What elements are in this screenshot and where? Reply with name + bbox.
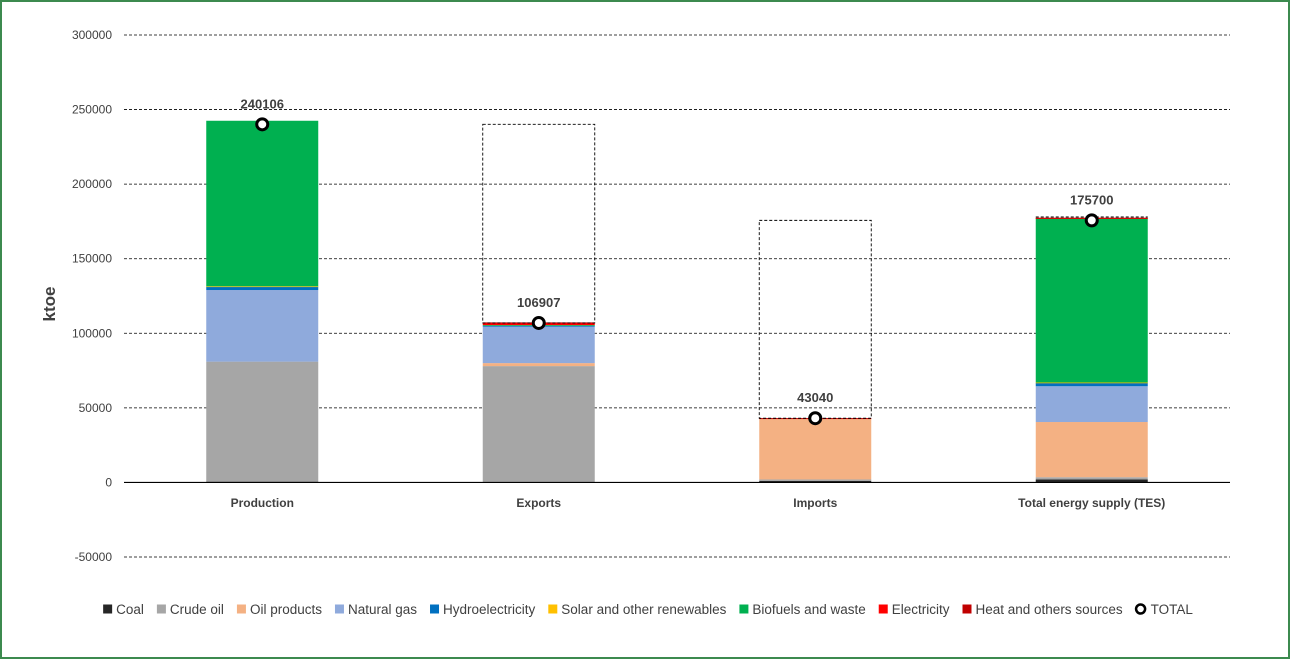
bar-segment	[1035, 218, 1148, 383]
category-label: Imports	[793, 496, 837, 510]
y-tick-label: 300000	[72, 28, 112, 42]
total-marker	[1084, 213, 1099, 228]
total-marker	[531, 315, 546, 330]
bar-segment	[1035, 477, 1148, 480]
total-label: 43040	[797, 390, 833, 405]
bar-segment	[206, 290, 319, 362]
y-tick-label: 250000	[72, 103, 112, 117]
legend-label: TOTAL	[1151, 602, 1194, 617]
bar-segment	[759, 480, 872, 483]
bars	[206, 120, 1148, 483]
legend-swatch	[548, 604, 558, 614]
legend-swatch	[334, 604, 344, 614]
total-label: 175700	[1070, 192, 1113, 207]
legend-swatch	[739, 604, 749, 614]
dashed-outline	[758, 219, 872, 419]
bar-segment	[1035, 382, 1148, 387]
y-axis-label: ktoe	[40, 287, 59, 322]
y-tick-label: 100000	[72, 326, 112, 340]
bar-segment	[1035, 386, 1148, 423]
legend-label: Biofuels and waste	[752, 602, 865, 617]
legend-label: Oil products	[250, 602, 322, 617]
bar-segment	[206, 361, 319, 482]
legend-label: Coal	[116, 602, 144, 617]
y-axis-ticks: -50000 0 50000 100000 150000 200000 250000 3000…	[72, 28, 112, 564]
legend-swatch	[962, 604, 972, 614]
bar-segment	[482, 366, 595, 483]
x-axis-categories: Production Exports Imports Total energy sup…	[231, 496, 1166, 510]
legend-swatch	[236, 604, 246, 614]
dashed-outline	[482, 123, 596, 324]
bar-segment	[206, 286, 319, 288]
legend-marker	[1134, 603, 1147, 615]
bar-segment	[482, 363, 595, 367]
bar-segment	[206, 286, 319, 291]
y-tick-label: 150000	[72, 252, 112, 266]
legend-label: Electricity	[892, 602, 950, 617]
legend-label: Crude oil	[170, 602, 224, 617]
legend-label: Natural gas	[348, 602, 417, 617]
legend-label: Solar and other renewables	[561, 602, 726, 617]
category-label: Exports	[516, 496, 561, 510]
y-tick-label: 0	[105, 475, 112, 489]
bar-segment	[1035, 422, 1148, 478]
legend-label: Heat and others sources	[976, 602, 1123, 617]
legend: Coal Crude oil Oil products Natural gas Hydr…	[103, 602, 1193, 617]
total-markers: 240106 106907 43040 175700	[241, 96, 1113, 426]
category-label: Production	[231, 496, 294, 510]
legend-swatch	[878, 604, 888, 614]
total-label: 106907	[517, 295, 560, 310]
legend-swatch	[103, 604, 113, 614]
total-marker	[808, 411, 823, 426]
bar-segment	[759, 479, 872, 481]
bar-segment	[759, 419, 872, 480]
bar-segment	[1035, 382, 1148, 384]
legend-swatch	[430, 604, 440, 614]
legend-label: Hydroelectricity	[443, 602, 536, 617]
bar-segment	[1035, 479, 1148, 483]
category-label: Total energy supply (TES)	[1018, 496, 1165, 510]
legend-swatch	[156, 604, 166, 614]
y-tick-label: -50000	[75, 550, 113, 564]
total-label: 240106	[241, 96, 284, 111]
bar-segment	[206, 120, 319, 287]
y-tick-label: 50000	[79, 401, 113, 415]
y-tick-label: 200000	[72, 177, 112, 191]
bar-segment	[482, 326, 595, 364]
total-marker	[255, 117, 270, 132]
